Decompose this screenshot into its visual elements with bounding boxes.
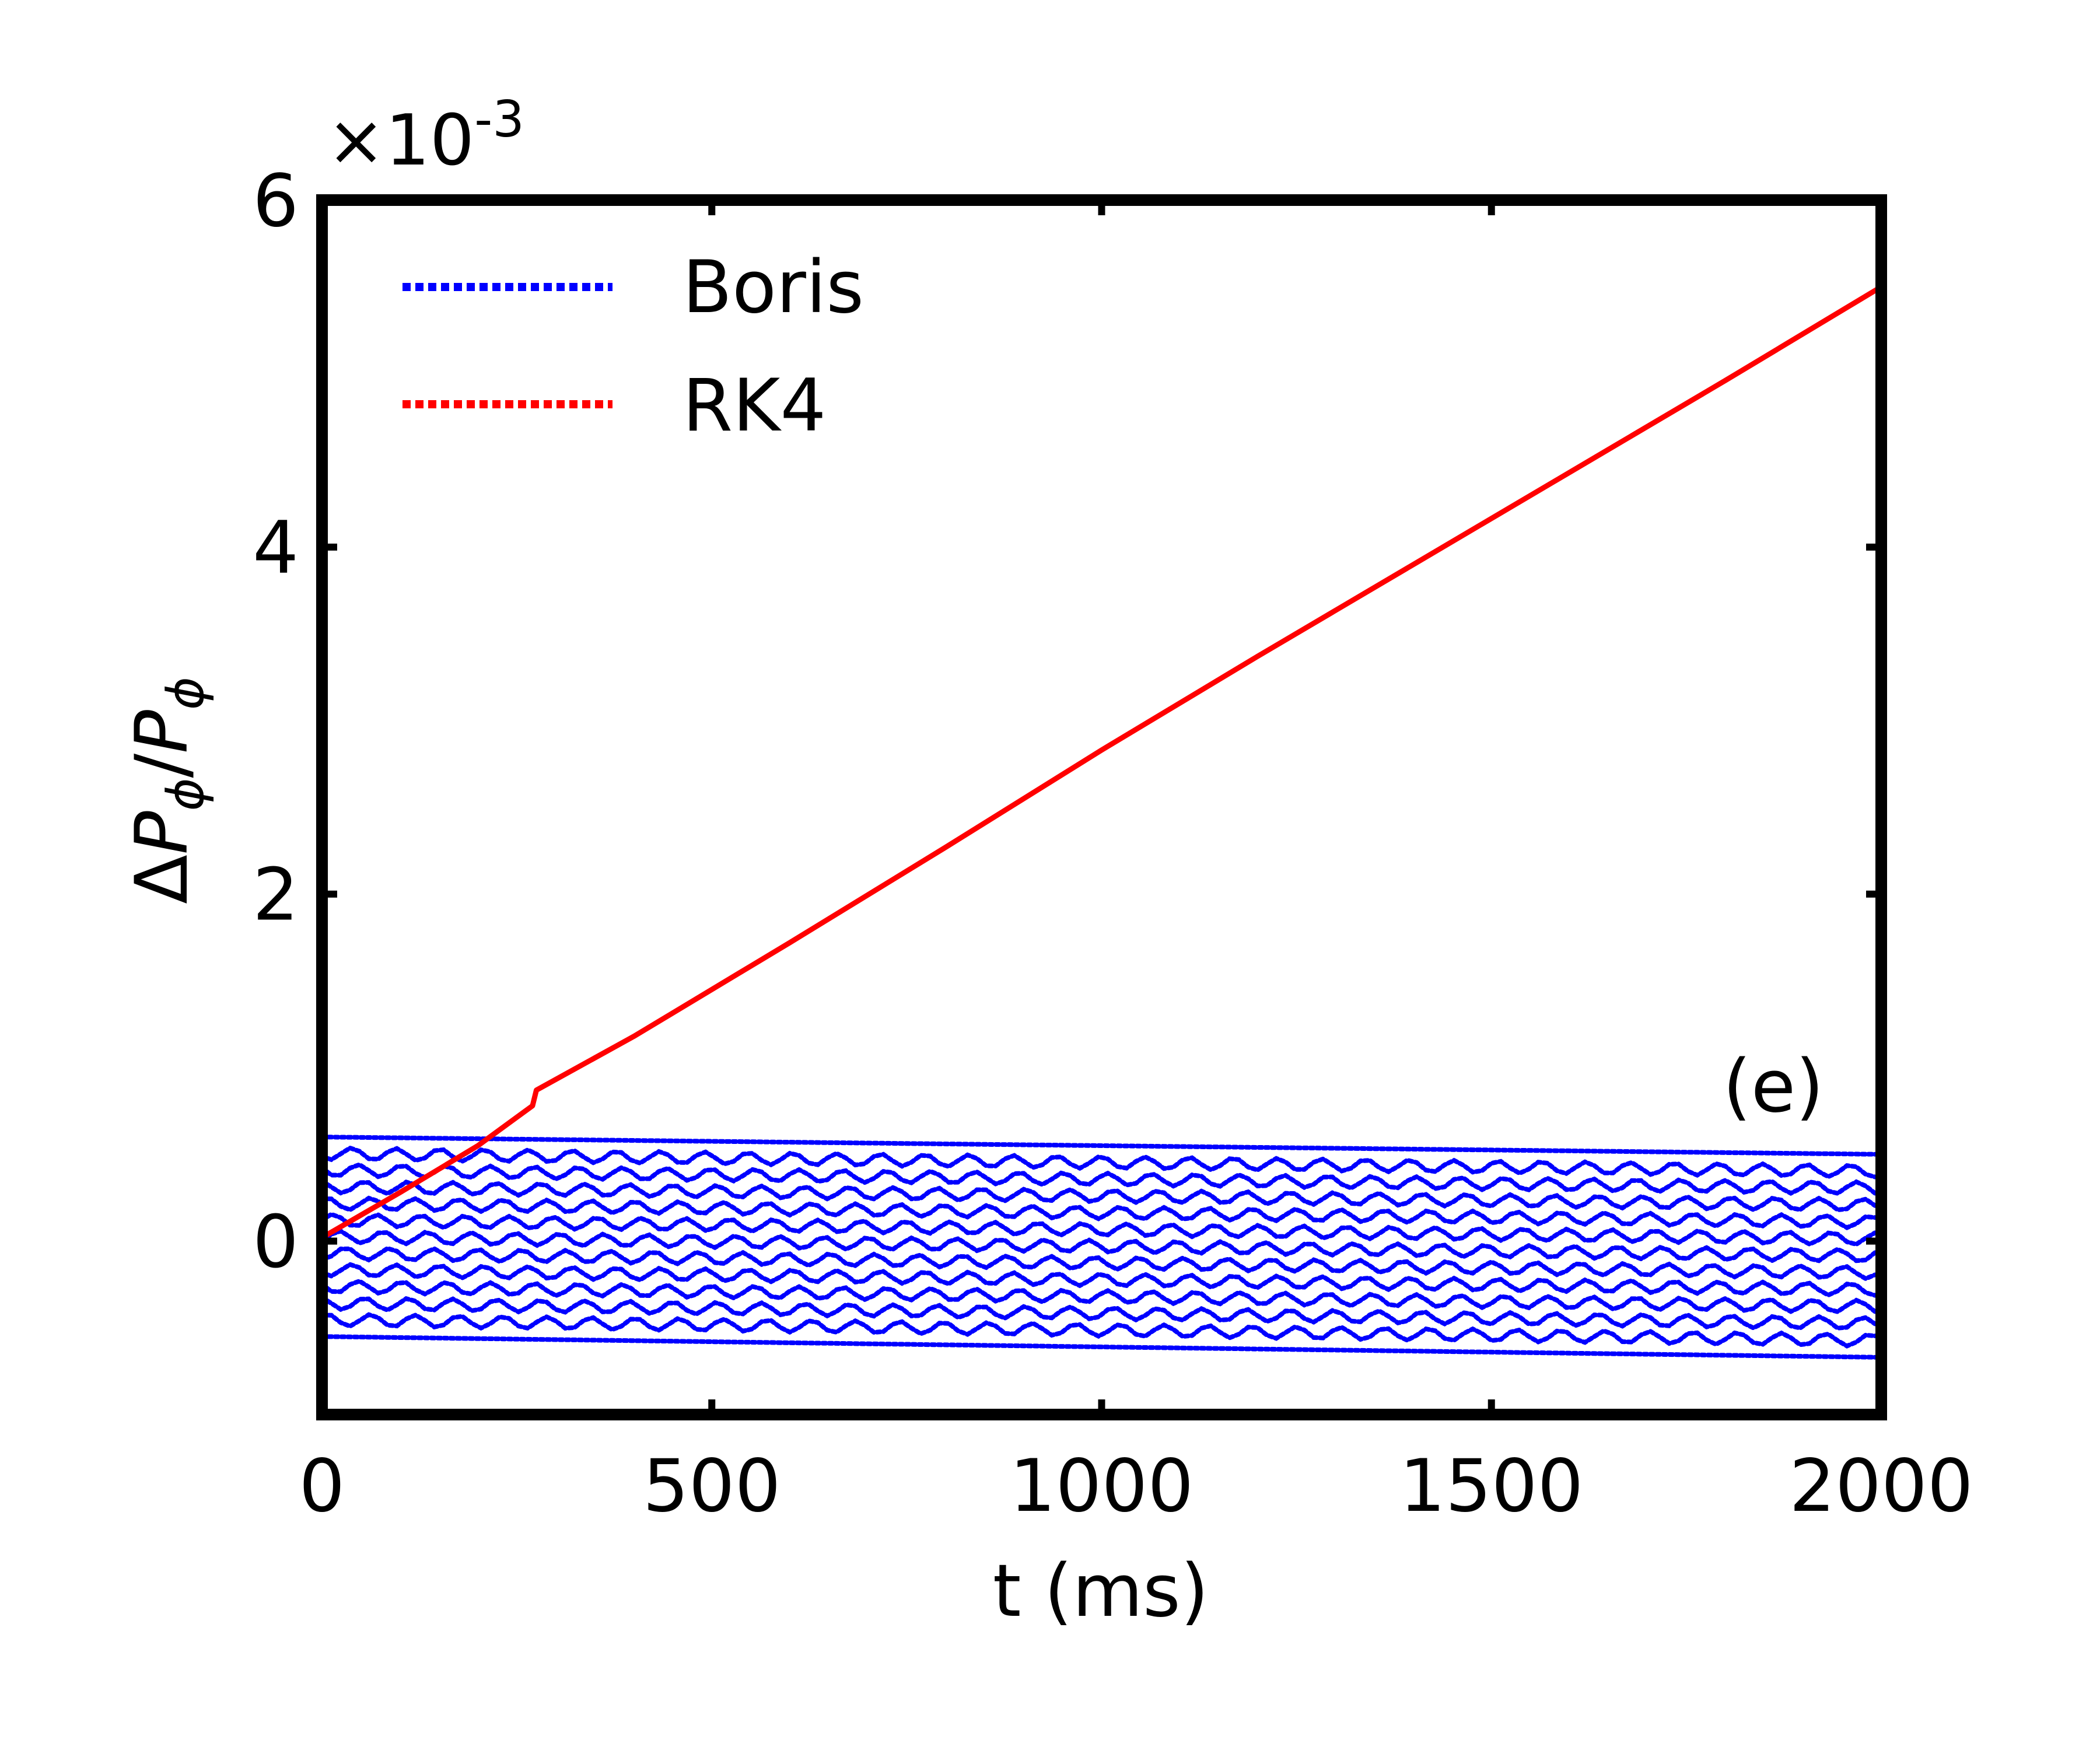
series-boris	[320, 1135, 1878, 1360]
y-axis-multiplier-base: ×10	[327, 100, 474, 181]
series-boris-trace	[320, 1145, 1878, 1180]
y-axis-label-numerator: P	[120, 811, 204, 855]
y-axis-multiplier: ×10-3	[327, 90, 524, 181]
y-axis: 0 2 4 6	[253, 159, 1881, 1284]
legend-label-rk4: RK4	[682, 364, 826, 448]
x-tick-label: 0	[299, 1444, 345, 1528]
series-boris-trace	[320, 1135, 1878, 1157]
legend: Boris RK4	[402, 246, 864, 448]
y-axis-label: ΔPϕ/Pϕ	[120, 677, 215, 904]
series-rk4-line	[320, 284, 1883, 1240]
series-boris-trace	[320, 1212, 1878, 1247]
series-boris-trace	[320, 1334, 1878, 1360]
series-boris-trace	[320, 1262, 1878, 1298]
series-boris-trace	[320, 1162, 1878, 1196]
y-tick-label: 2	[253, 853, 299, 937]
series-boris-trace	[320, 1278, 1878, 1314]
x-tick-label: 1500	[1399, 1444, 1584, 1528]
series-boris-trace	[320, 1195, 1878, 1230]
plot-marks	[320, 284, 1883, 1360]
x-tick-label: 2000	[1789, 1444, 1973, 1528]
y-axis-label-denominator: P	[120, 710, 204, 754]
y-axis-label-delta: Δ	[120, 855, 204, 904]
y-axis-label-denominator-sub: ϕ	[157, 677, 215, 710]
x-axis-label: t (ms)	[993, 1549, 1209, 1633]
y-tick-label: 0	[253, 1200, 299, 1284]
y-axis-label-slash: /	[120, 753, 204, 778]
y-tick-label: 4	[253, 506, 299, 590]
legend-label-boris: Boris	[682, 246, 864, 330]
x-axis: 0 500 1000 1500 2000	[299, 200, 1973, 1528]
series-boris-trace	[320, 1295, 1878, 1331]
y-axis-multiplier-exponent: -3	[474, 90, 524, 149]
x-tick-label: 500	[643, 1444, 781, 1528]
series-boris-trace	[320, 1178, 1878, 1213]
panel-label: (e)	[1723, 1045, 1824, 1129]
y-axis-label-numerator-sub: ϕ	[157, 778, 215, 811]
y-tick-label: 6	[253, 159, 299, 243]
series-boris-trace	[320, 1245, 1878, 1282]
x-tick-label: 1000	[1010, 1444, 1194, 1528]
series-boris-trace	[320, 1312, 1878, 1349]
series-boris-trace	[320, 1228, 1878, 1264]
